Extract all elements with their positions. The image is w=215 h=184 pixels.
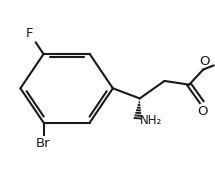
Text: Br: Br (36, 137, 51, 150)
Text: O: O (199, 55, 210, 68)
Text: NH₂: NH₂ (140, 114, 162, 127)
Text: O: O (198, 105, 208, 118)
Text: F: F (26, 27, 33, 40)
